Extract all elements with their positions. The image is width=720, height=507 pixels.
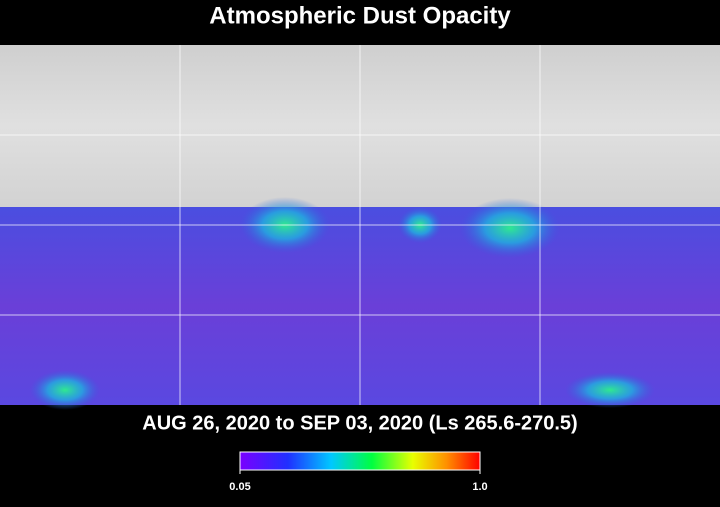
date-caption: AUG 26, 2020 to SEP 03, 2020 (Ls 265.6-2… bbox=[142, 412, 577, 434]
dust-patch bbox=[460, 198, 560, 258]
dust-patch bbox=[565, 372, 655, 408]
dust-patch bbox=[30, 370, 100, 410]
colorbar bbox=[239, 451, 481, 471]
grid bbox=[0, 45, 720, 405]
colorbar-tick-label: 1.0 bbox=[472, 481, 487, 493]
title: Atmospheric Dust Opacity bbox=[209, 2, 511, 29]
colorbar-tick-label: 0.05 bbox=[229, 481, 250, 493]
map bbox=[0, 45, 720, 410]
